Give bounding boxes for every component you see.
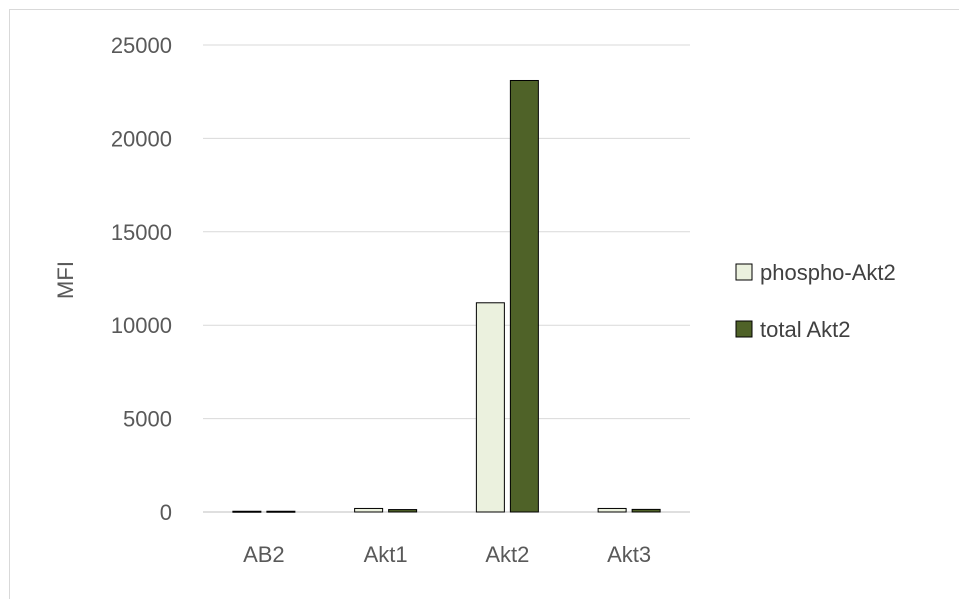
bar-ab2-phospho-akt2 xyxy=(232,510,262,513)
bar-chart: 0 5000 10000 15000 20000 25000 AB2 Akt1 Akt2 Akt… xyxy=(53,33,896,567)
y-tick-label: 0 xyxy=(160,500,172,525)
bars xyxy=(232,79,661,513)
legend-swatch xyxy=(735,263,753,281)
x-tick-label: Akt3 xyxy=(607,542,651,567)
y-axis-title: MFI xyxy=(53,261,78,299)
bar-akt1-phospho-akt2 xyxy=(354,507,384,513)
x-tick-label: AB2 xyxy=(243,542,285,567)
gridlines xyxy=(203,44,690,513)
x-tick-labels: AB2 Akt1 Akt2 Akt3 xyxy=(243,542,651,567)
bar-akt1-total-akt2 xyxy=(388,509,418,513)
x-tick-label: Akt1 xyxy=(364,542,408,567)
legend-swatch xyxy=(735,320,753,338)
bar-ab2-total-akt2 xyxy=(266,510,296,513)
x-tick-label: Akt2 xyxy=(485,542,529,567)
bar-akt3-total-akt2 xyxy=(631,508,661,513)
y-tick-label: 5000 xyxy=(123,407,172,432)
y-tick-label: 25000 xyxy=(111,33,172,58)
chart-frame xyxy=(9,9,959,599)
y-tick-labels: 0 5000 10000 15000 20000 25000 xyxy=(111,33,172,525)
y-tick-label: 10000 xyxy=(111,313,172,338)
bar-akt2-total-akt2 xyxy=(509,79,539,513)
bar-akt2-phospho-akt2 xyxy=(475,302,505,513)
legend: phospho-Akt2 total Akt2 xyxy=(735,260,896,342)
y-tick-label: 15000 xyxy=(111,220,172,245)
bar-akt3-phospho-akt2 xyxy=(597,507,627,513)
legend-label: total Akt2 xyxy=(760,317,851,342)
legend-label: phospho-Akt2 xyxy=(760,260,896,285)
y-tick-label: 20000 xyxy=(111,126,172,151)
